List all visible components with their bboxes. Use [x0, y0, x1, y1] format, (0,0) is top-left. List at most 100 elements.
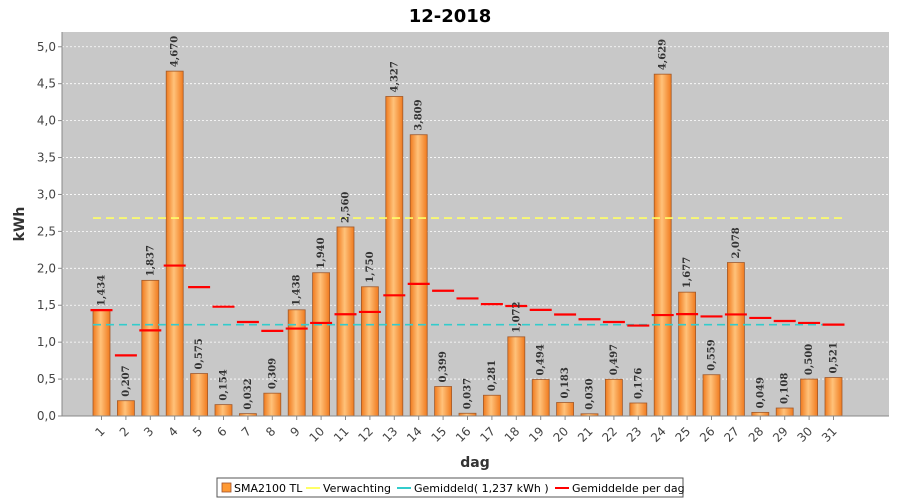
bar	[800, 378, 818, 417]
bar	[190, 373, 209, 417]
data-labels: 1,434 0,207 1,837 4,670 0,575 0,154 0,032 0,309…	[97, 36, 840, 410]
y-tick-label: 3,0	[37, 187, 56, 201]
data-label: 2,078	[731, 227, 742, 258]
x-tick-label: 30	[795, 424, 816, 445]
data-label: 1,438	[292, 274, 303, 305]
x-axis-label: dag	[460, 455, 490, 471]
x-tick-label: 9	[288, 424, 303, 439]
y-tick-label: 5,0	[37, 40, 56, 54]
data-label: 1,750	[365, 251, 376, 282]
axes: 0,00,51,01,52,02,53,03,54,04,55,01 2 3 4 5 6 7…	[37, 32, 889, 445]
bar	[678, 291, 696, 417]
x-tick-label: 31	[819, 424, 840, 445]
x-tick-label: 6	[214, 424, 229, 439]
bar	[775, 407, 794, 417]
data-label: 0,183	[560, 367, 571, 398]
data-label: 4,327	[389, 61, 400, 92]
data-label: 0,032	[243, 378, 254, 409]
bar-series	[92, 70, 843, 417]
bar	[434, 386, 453, 417]
data-label: 1,940	[316, 237, 327, 268]
data-label: 4,670	[170, 36, 181, 67]
data-label: 0,049	[755, 377, 766, 408]
bar	[531, 379, 550, 417]
data-label: 0,207	[121, 365, 132, 396]
bar	[360, 286, 379, 417]
x-tick-label: 2	[117, 424, 132, 439]
y-axis-label: kWh	[12, 207, 28, 242]
data-label: 1,837	[145, 245, 156, 276]
data-label: 0,521	[829, 342, 840, 373]
x-tick-label: 19	[526, 424, 547, 445]
data-label: 1,072	[511, 301, 522, 332]
x-tick-label: 13	[380, 424, 401, 445]
x-tick-label: 18	[502, 424, 523, 445]
bar	[92, 309, 111, 417]
data-label: 0,154	[219, 369, 230, 400]
bar	[385, 96, 404, 417]
bar	[117, 400, 135, 417]
data-label: 2,560	[341, 192, 352, 223]
x-tick-label: 14	[404, 424, 425, 445]
data-label: 0,281	[487, 360, 498, 391]
y-tick-label: 0,0	[37, 409, 56, 423]
bar	[141, 279, 160, 417]
data-label: 1,677	[682, 257, 693, 288]
legend-item-daily-average: Gemiddelde per dag	[572, 482, 685, 495]
reference-lines	[93, 217, 842, 326]
x-tick-label: 12	[355, 424, 376, 445]
x-tick-label: 11	[331, 424, 352, 445]
legend: SMA2100 TL Verwachting Gemiddeld( 1,237 …	[216, 477, 685, 498]
y-tick-label: 1,5	[37, 298, 56, 312]
x-tick-label: 23	[624, 424, 645, 445]
legend-swatch-bar	[221, 482, 232, 493]
data-label: 0,108	[780, 373, 791, 404]
data-label: 0,399	[438, 351, 449, 382]
data-label: 0,030	[585, 378, 596, 409]
bar	[287, 309, 306, 417]
daily-average-markers	[90, 264, 845, 357]
data-label: 0,497	[609, 344, 620, 375]
x-tick-label: 25	[673, 424, 694, 445]
y-tick-label: 4,5	[37, 77, 56, 91]
bar	[629, 402, 648, 417]
x-tick-label: 20	[551, 424, 572, 445]
bar	[482, 394, 501, 417]
y-tick-label: 2,0	[37, 261, 56, 275]
y-tick-label: 1,0	[37, 335, 56, 349]
x-tick-label: 10	[307, 424, 328, 445]
bar	[556, 402, 574, 417]
x-tick-label: 27	[721, 424, 742, 445]
x-tick-label: 4	[166, 424, 181, 439]
data-label: 0,309	[267, 358, 278, 389]
bar	[507, 336, 526, 417]
y-tick-label: 2,5	[37, 224, 56, 238]
x-tick-label: 1	[92, 424, 107, 439]
legend-item-average: Gemiddeld( 1,237 kWh )	[414, 482, 549, 495]
bar	[727, 262, 745, 417]
x-tick-label: 26	[697, 424, 718, 445]
y-tick-label: 0,5	[37, 372, 56, 386]
x-tick-label: 5	[190, 424, 205, 439]
bar	[409, 134, 428, 417]
x-tick-label: 7	[239, 424, 254, 439]
x-tick-label: 28	[746, 424, 767, 445]
x-tick-label: 15	[429, 424, 450, 445]
y-tick-label: 4,0	[37, 114, 56, 128]
bar	[751, 411, 770, 417]
data-label: 0,500	[804, 344, 815, 375]
x-tick-label: 21	[575, 424, 596, 445]
x-tick-label: 29	[770, 424, 791, 445]
x-tick-label: 8	[263, 424, 278, 439]
legend-item-bar: SMA2100 TL	[234, 482, 303, 495]
data-label: 0,575	[194, 338, 205, 369]
chart-title: 12-2018	[409, 6, 492, 27]
bar	[605, 378, 623, 417]
x-tick-label: 22	[599, 424, 620, 445]
bar	[165, 70, 184, 417]
data-label: 4,629	[658, 39, 669, 70]
data-label: 0,176	[633, 368, 644, 399]
x-tick-label: 16	[453, 424, 474, 445]
x-tick-label: 3	[141, 424, 156, 439]
grid	[62, 46, 889, 380]
